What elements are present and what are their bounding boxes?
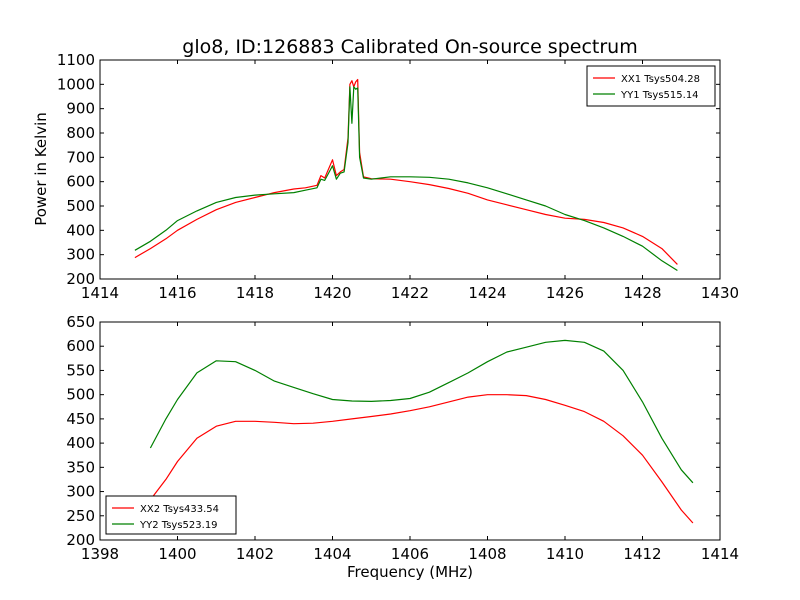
y-tick-label: 350 xyxy=(66,458,95,476)
legend-label: YY1 Tsys515.14 xyxy=(620,90,699,101)
y-tick-label: 500 xyxy=(66,197,95,215)
x-tick-label: 1400 xyxy=(158,545,196,563)
y-tick-label: 600 xyxy=(66,337,95,355)
x-tick-label: 1420 xyxy=(313,284,351,302)
bottom-plot: 1398 1400 1402 1404 1406 1408 1410 1412 1414 200 2… xyxy=(66,313,739,563)
x-tick-label: 1408 xyxy=(468,545,506,563)
chart-title: glo8, ID:126883 Calibrated On-source spe… xyxy=(182,36,637,58)
x-tick-label: 1402 xyxy=(236,545,274,563)
y-tick-label: 1000 xyxy=(57,75,95,93)
bottom-plot-series xyxy=(149,339,694,524)
top-plot-series xyxy=(134,78,678,272)
top-plot-legend: XX1 Tsys504.28 YY1 Tsys515.14 xyxy=(586,65,716,107)
x-tick-label: 1410 xyxy=(546,545,584,563)
y-tick-label: 700 xyxy=(66,148,95,166)
y-tick-label: 800 xyxy=(66,124,95,142)
x-tick-label: 1418 xyxy=(236,284,274,302)
y-tick-label: 200 xyxy=(66,531,95,549)
x-tick-label: 1414 xyxy=(701,545,739,563)
x-tick-label: 1414 xyxy=(81,284,119,302)
x-tick-label: 1406 xyxy=(391,545,429,563)
y-tick-label: 300 xyxy=(66,483,95,501)
y-tick-label: 400 xyxy=(66,434,95,452)
y-tick-label: 650 xyxy=(66,313,95,331)
x-tick-label: 1426 xyxy=(546,284,584,302)
y-tick-label: 500 xyxy=(66,386,95,404)
x-tick-label: 1416 xyxy=(158,284,196,302)
bottom-plot-frame xyxy=(99,321,721,541)
y-tick-label: 550 xyxy=(66,361,95,379)
y-tick-label: 300 xyxy=(66,246,95,264)
x-tick-label: 1398 xyxy=(81,545,119,563)
top-plot: 1414 1416 1418 1420 1422 1424 1426 1428 1430 200 3… xyxy=(57,51,739,302)
y-tick-label: 1100 xyxy=(57,51,95,69)
x-tick-label: 1428 xyxy=(623,284,661,302)
series-line-yy1 xyxy=(134,86,678,272)
top-plot-frame xyxy=(99,59,721,280)
legend-box xyxy=(105,495,237,535)
x-tick-label: 1412 xyxy=(623,545,661,563)
y-tick-label: 200 xyxy=(66,270,95,288)
y-tick-label: 250 xyxy=(66,507,95,525)
x-axis-label: Frequency (MHz) xyxy=(347,563,473,581)
y-tick-label: 900 xyxy=(66,100,95,118)
x-tick-label: 1404 xyxy=(313,545,351,563)
legend-label: XX1 Tsys504.28 xyxy=(621,74,700,85)
x-tick-label: 1422 xyxy=(391,284,429,302)
legend-label: YY2 Tsys523.19 xyxy=(139,520,218,531)
y-tick-label: 450 xyxy=(66,410,95,428)
x-tick-label: 1430 xyxy=(701,284,739,302)
x-tick-label: 1424 xyxy=(468,284,506,302)
series-line-xx1 xyxy=(134,78,678,265)
bottom-plot-legend: XX2 Tsys433.54 YY2 Tsys523.19 xyxy=(105,495,237,535)
series-line-yy2 xyxy=(149,339,694,484)
legend-box xyxy=(586,65,716,107)
y-tick-label: 600 xyxy=(66,173,95,191)
y-axis-label: Power in Kelvin xyxy=(32,112,50,226)
y-tick-label: 400 xyxy=(66,221,95,239)
legend-label: XX2 Tsys433.54 xyxy=(140,504,219,515)
series-line-xx2 xyxy=(149,394,694,524)
bottom-plot-ticks: 1398 1400 1402 1404 1406 1408 1410 1412 1414 200 2… xyxy=(66,313,739,563)
top-plot-ticks: 1414 1416 1418 1420 1422 1424 1426 1428 1430 200 3… xyxy=(57,51,739,302)
